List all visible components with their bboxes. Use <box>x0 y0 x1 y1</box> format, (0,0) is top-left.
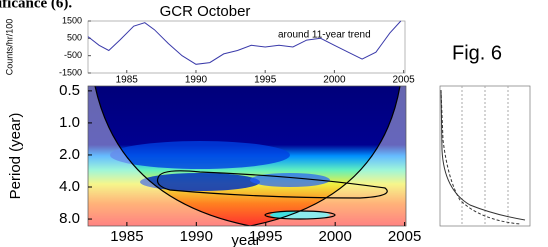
x-tick-label: 2005 <box>388 228 421 245</box>
annotation: around 11-year trend <box>278 30 371 41</box>
wavelet-field <box>88 86 406 226</box>
x-tick-label: 1985 <box>110 228 143 245</box>
y-tick-label: 2.0 <box>59 146 80 163</box>
x-tick-label: 2000 <box>323 75 346 86</box>
y-tick-label: 4.0 <box>59 178 80 195</box>
y-tick-label: 1500 <box>62 15 82 25</box>
y-tick-label: 0.5 <box>59 82 80 99</box>
x-tick-label: 2005 <box>392 75 415 86</box>
x-tick-label: 1985 <box>116 75 139 86</box>
y-axis-label: Counts/hr/100 <box>4 19 14 76</box>
y-tick-label: 500 <box>67 33 82 43</box>
figure: ificance (6). GCR October Fig. 6 Counts/… <box>0 0 548 247</box>
trend-line <box>88 21 401 64</box>
y-tick-label: 8.0 <box>59 210 80 227</box>
x-tick-label: 1990 <box>180 228 213 245</box>
power-blob <box>110 141 290 169</box>
spectrum-curve <box>441 90 525 220</box>
y-axis-label: Period (year) <box>7 113 24 200</box>
y-tick-label: 1.0 <box>59 114 80 131</box>
x-tick-label: 1995 <box>249 228 282 245</box>
chart-title: GCR October <box>160 3 251 20</box>
x-tick-label: 2000 <box>318 228 351 245</box>
global-spectrum <box>440 86 530 226</box>
caption-fragment: ificance (6). <box>0 0 72 11</box>
x-tick-label: 1995 <box>254 75 277 86</box>
x-tick-label: 1990 <box>185 75 208 86</box>
y-tick-label: -1500 <box>59 67 82 77</box>
y-tick-label: -500 <box>64 50 82 60</box>
figure-label: Fig. 6 <box>452 42 502 64</box>
